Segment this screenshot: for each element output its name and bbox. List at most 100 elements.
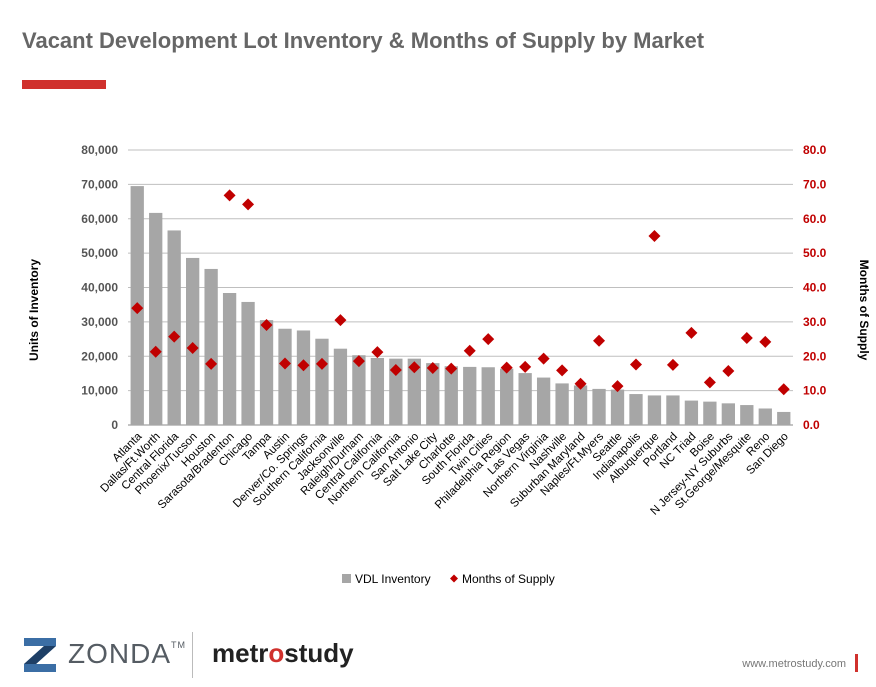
- inventory-bar: [758, 408, 772, 425]
- left-tick-label: 60,000: [81, 212, 118, 226]
- supply-marker: [759, 335, 772, 348]
- supply-marker: [242, 198, 255, 211]
- supply-marker: [352, 355, 365, 368]
- inventory-bar: [647, 395, 662, 425]
- inventory-bar: [703, 401, 717, 425]
- inventory-bar: [481, 367, 495, 425]
- inventory-bar: [629, 394, 643, 425]
- inventory-bar: [518, 373, 532, 425]
- supply-marker: [629, 358, 642, 371]
- supply-marker: [611, 380, 624, 393]
- logo-divider: [192, 632, 193, 678]
- zonda-wordmark: ZONDATM: [68, 638, 186, 669]
- metrostudy-wordmark: metrostudy: [212, 638, 354, 668]
- zonda-logo-icon: [24, 638, 56, 672]
- legend-bar-label: VDL Inventory: [355, 572, 431, 586]
- inventory-bar: [352, 355, 366, 425]
- legend-supply-label: Months of Supply: [462, 572, 555, 586]
- supply-marker: [740, 332, 753, 345]
- website-url: www.metrostudy.com: [742, 658, 846, 670]
- left-tick-label: 80,000: [81, 143, 118, 157]
- supply-marker: [777, 383, 790, 396]
- right-tick-label: 70.0: [803, 177, 827, 191]
- left-axis-ticks: 0 10,000 20,000 30,000 40,000 50,000 60,000 70,…: [81, 143, 118, 432]
- supply-marker: [260, 318, 273, 331]
- right-tick-label: 0.0: [803, 418, 820, 432]
- right-tick-label: 50.0: [803, 246, 827, 260]
- chart-gridlines: [128, 149, 793, 426]
- supply-marker: [666, 358, 679, 371]
- supply-marker: [168, 330, 181, 343]
- left-tick-label: 20,000: [81, 349, 118, 363]
- supply-marker: [500, 361, 513, 374]
- right-tick-label: 80.0: [803, 143, 827, 157]
- supply-marker: [537, 352, 550, 365]
- supply-marker: [131, 302, 144, 315]
- supply-marker: [685, 326, 698, 339]
- right-tick-label: 40.0: [803, 281, 827, 295]
- inventory-supply-chart: 0 10,000 20,000 30,000 40,000 50,000 60,000 70,…: [27, 143, 871, 586]
- supply-marker: [279, 357, 292, 370]
- supply-marker: [463, 344, 476, 357]
- left-axis-label: Units of Inventory: [27, 259, 41, 361]
- inventory-bar: [296, 330, 311, 425]
- supply-marker: [556, 364, 569, 377]
- supply-marker: [519, 360, 532, 373]
- inventory-bar: [278, 328, 292, 425]
- supply-marker: [297, 359, 310, 372]
- supply-marker: [408, 361, 421, 374]
- supply-marker: [722, 365, 735, 378]
- title-accent-bar: [22, 80, 106, 89]
- supply-marker: [389, 364, 402, 376]
- left-tick-label: 50,000: [81, 246, 118, 260]
- inventory-bar: [592, 388, 606, 425]
- inventory-bar: [444, 366, 458, 425]
- supply-marker: [149, 345, 162, 358]
- inventory-bar: [333, 348, 348, 425]
- supply-markers: [131, 189, 790, 396]
- supply-marker: [648, 229, 661, 242]
- inventory-bar: [573, 385, 588, 425]
- inventory-bar: [241, 301, 255, 425]
- inventory-bar: [740, 405, 754, 425]
- inventory-bar: [370, 357, 385, 425]
- right-tick-label: 60.0: [803, 212, 827, 226]
- supply-marker: [223, 189, 236, 202]
- inventory-bar: [500, 368, 514, 425]
- inventory-bar: [204, 268, 218, 425]
- supply-marker: [593, 334, 606, 347]
- right-tick-label: 10.0: [803, 384, 827, 398]
- left-tick-label: 30,000: [81, 315, 118, 329]
- supply-marker: [574, 377, 587, 390]
- inventory-bar: [149, 212, 163, 425]
- inventory-bar: [407, 358, 421, 425]
- inventory-bar: [426, 363, 440, 425]
- inventory-bar: [259, 320, 274, 425]
- right-tick-label: 20.0: [803, 349, 827, 363]
- supply-marker: [315, 357, 328, 370]
- url-accent-bar: [855, 654, 858, 672]
- inventory-bar: [389, 358, 403, 425]
- inventory-bar: [167, 230, 181, 425]
- inventory-bar: [555, 383, 569, 425]
- inventory-bar: [536, 377, 551, 425]
- left-tick-label: 40,000: [81, 281, 118, 295]
- chart-legend: VDL Inventory Months of Supply: [342, 572, 555, 586]
- supply-marker: [703, 376, 716, 389]
- supply-marker: [426, 361, 439, 374]
- footer: ZONDATM metrostudy www.metrostudy.com: [0, 620, 876, 687]
- legend-bar-swatch: [342, 574, 351, 583]
- supply-marker: [482, 333, 495, 346]
- inventory-bar: [463, 366, 477, 425]
- inventory-bar: [684, 400, 699, 425]
- supply-marker: [334, 314, 347, 327]
- supply-marker: [205, 357, 218, 370]
- right-axis-label: Months of Supply: [857, 260, 871, 361]
- inventory-bar: [721, 403, 735, 425]
- supply-marker: [371, 346, 384, 359]
- inventory-bar: [186, 257, 200, 425]
- right-axis-ticks: 0.0 10.0 20.0 30.0 40.0 50.0 60.0 70.0 80.0: [803, 143, 827, 432]
- left-tick-label: 0: [111, 418, 118, 432]
- left-tick-label: 10,000: [81, 384, 118, 398]
